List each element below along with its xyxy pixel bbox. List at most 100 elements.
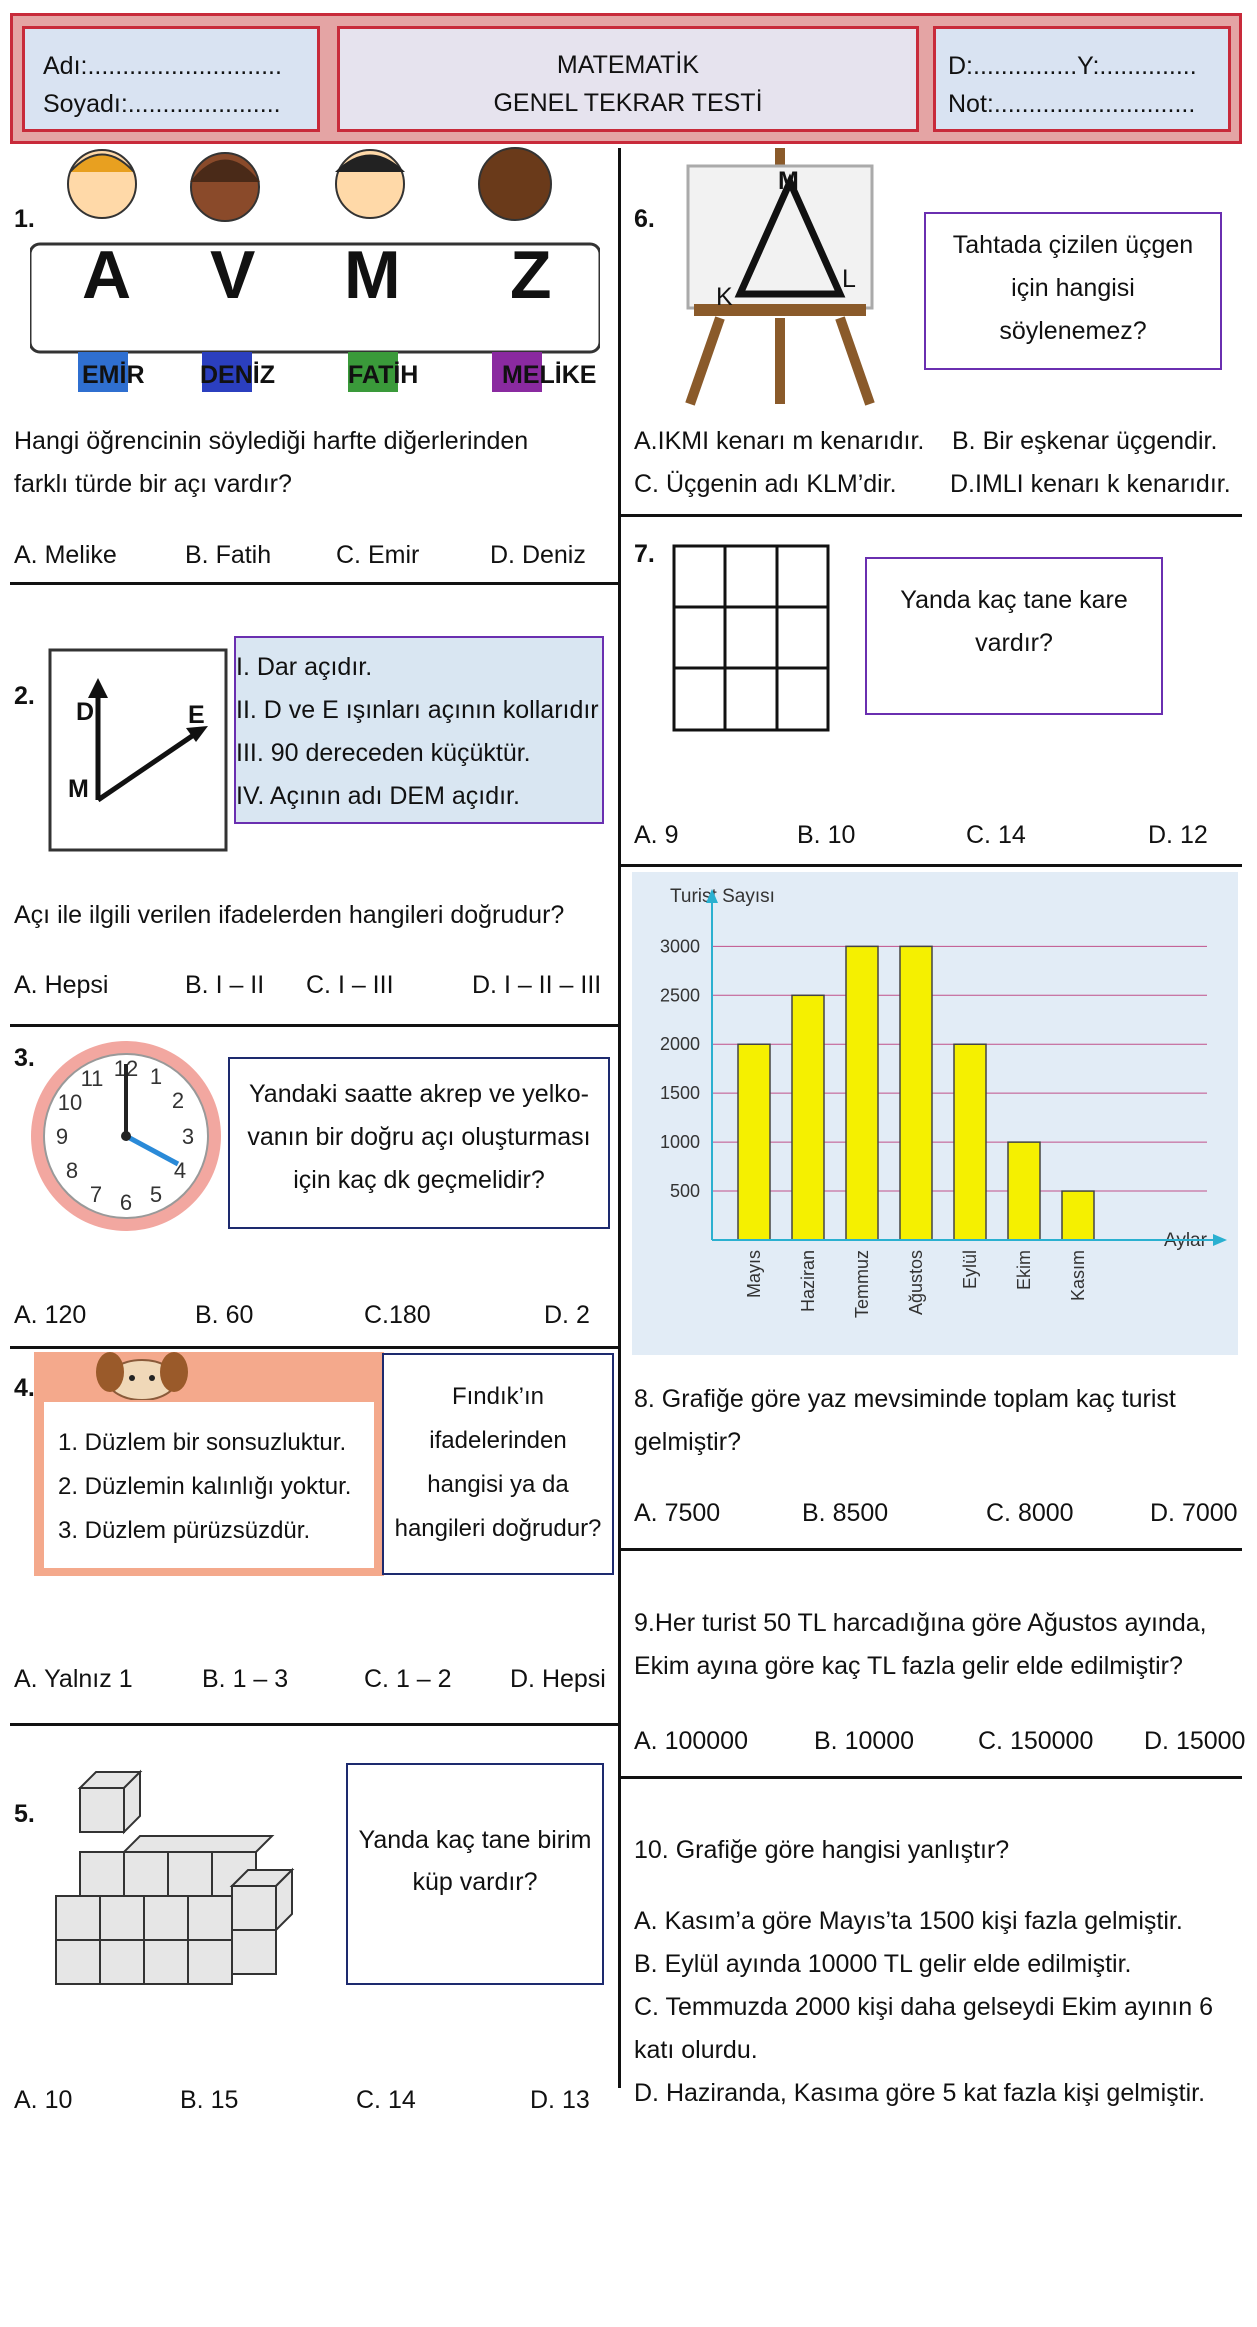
q4-box-line4: hangileri doğrudur? [394,1515,602,1542]
q5-box-line1: Yanda kaç tane birim [358,1826,592,1854]
q4-option-c[interactable]: C. 1 – 2 [364,1665,452,1693]
q8-text-line1: 8. Grafiğe göre yaz mevsiminde toplam ka… [634,1385,1176,1413]
name-field[interactable]: Adı:............................ [43,52,282,80]
y-tick-2500: 2500 [660,985,700,1005]
q1-option-c[interactable]: C. Emir [336,541,420,569]
q9-option-c[interactable]: C. 150000 [978,1727,1094,1755]
bar-5 [1007,1141,1041,1241]
q4-item-2: 2. Düzlemin kalınlığı yoktur. [58,1473,352,1500]
grade-info-box: D:...............Y:.............. Not:..… [933,26,1231,132]
divider-q8 [620,1548,1242,1551]
q5-option-a[interactable]: A. 10 [14,2086,73,2114]
q7-option-a[interactable]: A. 9 [634,821,679,849]
q6-vertex-m: M [778,167,799,195]
svg-text:10: 10 [58,1090,82,1115]
q3-option-d[interactable]: D. 2 [544,1301,590,1329]
q9-option-b[interactable]: B. 10000 [814,1727,915,1755]
q2-option-b[interactable]: B. I – II [185,971,265,999]
bar-1 [791,994,825,1241]
q10-line-c-cont: katı olurdu. [634,2036,758,2064]
q10-line-d[interactable]: D. Haziranda, Kasıma göre 5 kat fazla ki… [634,2079,1206,2107]
x-tick-3: Ağustos [906,1250,926,1315]
divider-q6 [620,514,1242,517]
x-tick-4: Eylül [960,1250,980,1289]
q5-option-c[interactable]: C. 14 [356,2086,416,2114]
q2-text: Açı ile ilgili verilen ifadelerden hangi… [14,901,565,929]
q4-box-line3: hangisi ya da [427,1471,569,1498]
q3-question-box: Yandaki saatte akrep ve yelko- vanın bir… [228,1057,610,1229]
x-tick-5: Ekim [1014,1250,1034,1290]
q10-line-c[interactable]: C. Temmuzda 2000 kişi daha gelseydi Ekim… [634,1993,1214,2021]
q4-option-d[interactable]: D. Hepsi [510,1665,606,1693]
q4-option-b[interactable]: B. 1 – 3 [202,1665,289,1693]
svg-text:1: 1 [150,1064,162,1089]
q6-number: 6. [634,205,655,233]
q9-option-a[interactable]: A. 100000 [634,1727,748,1755]
q9-option-d[interactable]: D. 15000 [1144,1727,1246,1755]
grade-field[interactable]: D:...............Y:.............. [948,52,1197,80]
q1-option-d[interactable]: D. Deniz [490,541,586,569]
q8-text-line2: gelmiştir? [634,1428,741,1456]
q3-option-b[interactable]: B. 60 [195,1301,254,1329]
q10-line-b[interactable]: B. Eylül ayında 10000 TL gelir elde edil… [634,1950,1132,1978]
q1-number: 1. [14,205,35,233]
q4-note-paper [44,1402,374,1568]
q2-label-d: D [76,698,95,726]
name-deniz: DENİZ [200,361,275,389]
q4-item-1: 1. Düzlem bir sonsuzluktur. [58,1429,347,1456]
q4-option-a[interactable]: A. Yalnız 1 [14,1665,133,1693]
y-tick-1500: 1500 [660,1083,700,1103]
q1-kids-illustration [30,147,600,392]
q7-box-line2: vardır? [975,629,1053,657]
surname-field[interactable]: Soyadı:...................... [43,90,281,118]
q7-option-c[interactable]: C. 14 [966,821,1026,849]
q8-option-a[interactable]: A. 7500 [634,1499,721,1527]
q6-option-c[interactable]: C. Üçgenin adı KLM’dir. [634,470,897,498]
q7-number: 7. [634,540,655,568]
q4-item-3: 3. Düzlem pürüzsüzdür. [58,1517,311,1544]
bar-0 [737,1043,771,1241]
q5-option-d[interactable]: D. 13 [530,2086,590,2114]
student-info-box: Adı:............................ Soyadı:… [22,26,320,132]
svg-text:5: 5 [150,1182,162,1207]
q7-option-d[interactable]: D. 12 [1148,821,1208,849]
q6-question-box: Tahtada çizilen üçgen için hangisi söyle… [924,212,1222,370]
q2-statement-4: IV. Açının adı DEM açıdır. [236,782,520,810]
q5-option-b[interactable]: B. 15 [180,2086,239,2114]
q6-option-d[interactable]: D.IMLI kenarı k kenarıdır. [950,470,1231,498]
q3-box-line3: için kaç dk geçmelidir? [293,1166,545,1194]
q6-option-a[interactable]: A.IKMI kenarı m kenarıdır. [634,427,925,455]
column-divider [618,148,621,2088]
q2-option-d[interactable]: D. I – II – III [472,971,602,999]
q1-option-b[interactable]: B. Fatih [185,541,272,569]
q2-statement-2: II. D ve E ışınları açının kollarıdır [236,696,599,724]
q10-line-a[interactable]: A. Kasım’a göre Mayıs’ta 1500 kişi fazla… [634,1907,1183,1935]
q5-question-box: Yanda kaç tane birim küp vardır? [346,1763,604,1985]
q9-text-line1: 9.Her turist 50 TL harcadığına göre Ağus… [634,1609,1207,1637]
q6-option-b[interactable]: B. Bir eşkenar üçgendir. [952,427,1218,455]
letter-a: A [82,237,132,313]
q8-option-b[interactable]: B. 8500 [802,1499,889,1527]
q3-option-c[interactable]: C.180 [364,1301,431,1329]
name-melike: MELİKE [502,361,597,389]
q6-easel-triangle [685,148,875,406]
q3-option-a[interactable]: A. 120 [14,1301,87,1329]
q5-unit-cubes [55,1769,295,1985]
divider-q3 [10,1346,620,1349]
q8-option-d[interactable]: D. 7000 [1150,1499,1238,1527]
q7-option-b[interactable]: B. 10 [797,821,856,849]
q2-angle-scroll [48,648,228,852]
q1-option-a[interactable]: A. Melike [14,541,117,569]
q7-square-grid [672,544,830,732]
q3-box-line1: Yandaki saatte akrep ve yelko- [248,1080,589,1108]
q4-number: 4. [14,1374,35,1402]
q3-number: 3. [14,1044,35,1072]
q2-option-c[interactable]: C. I – III [306,971,394,999]
q2-option-a[interactable]: A. Hepsi [14,971,109,999]
q8-option-c[interactable]: C. 8000 [986,1499,1074,1527]
q9-text-line2: Ekim ayına göre kaç TL fazla gelir elde … [634,1652,1183,1680]
q3-box-line2: vanın bir doğru açı oluşturması [247,1123,591,1151]
chart-background [632,872,1238,1355]
score-field[interactable]: Not:............................. [948,90,1196,118]
name-emir: EMİR [82,361,145,389]
